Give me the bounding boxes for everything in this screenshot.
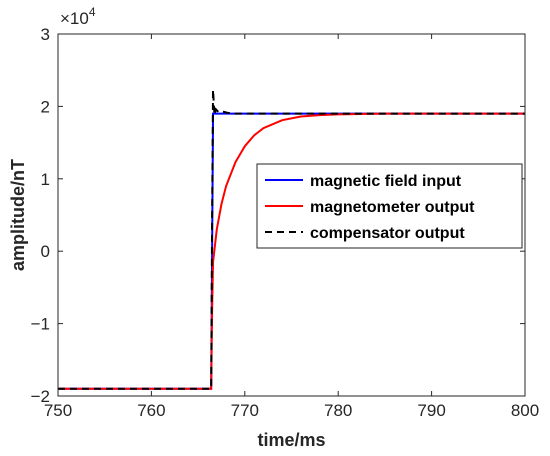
series-line-3 [58,89,525,390]
x-tick-label: 790 [417,401,445,420]
y-tick-label: 1 [41,170,50,189]
y-tick-label: 0 [41,242,50,261]
legend: magnetic field input magnetometer output c… [256,163,523,249]
x-axis-label: time/ms [257,430,325,450]
legend-label: compensator output [310,225,465,242]
x-tick-label: 760 [137,401,165,420]
ticks: 750 760 770 780 790 800 −2 −1 0 1 2 3 [31,25,540,420]
y-axis-label: amplitude/nT [8,159,28,271]
y-multiplier-base: ×10 [60,9,89,28]
y-tick-label: 3 [41,25,50,44]
legend-label: magnetic field input [310,173,462,190]
y-tick-label: −2 [31,387,50,406]
axes-frame [57,33,526,397]
y-multiplier-exponent: 4 [89,5,96,19]
legend-label: magnetometer output [310,199,475,216]
y-tick-label: 2 [41,97,50,116]
x-tick-label: 750 [44,401,72,420]
x-tick-label: 800 [511,401,539,420]
x-tick-label: 780 [324,401,352,420]
series-lines [58,89,525,390]
y-tick-label: −1 [31,315,50,334]
x-tick-label: 770 [231,401,259,420]
y-multiplier-label: ×104 [60,5,96,28]
plot-frame [57,33,526,397]
